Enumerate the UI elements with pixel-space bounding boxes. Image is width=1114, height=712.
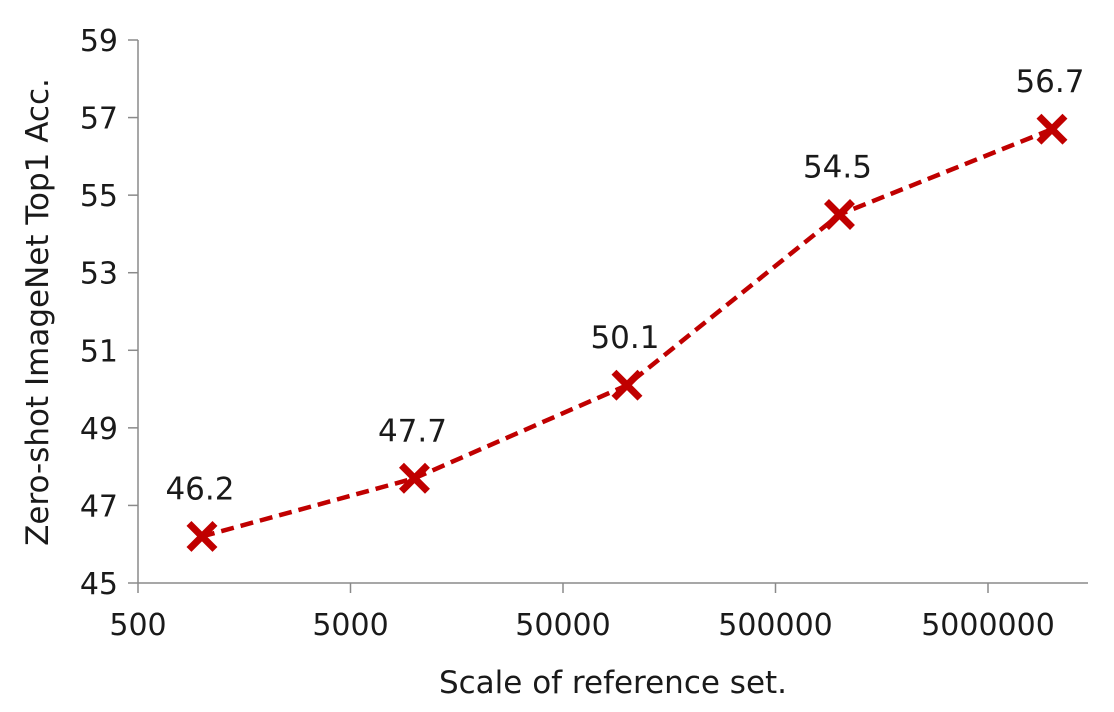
data-label: 47.7 — [378, 413, 447, 449]
y-tick-label: 45 — [80, 567, 118, 602]
data-point-marker — [1036, 113, 1068, 145]
y-tick-label: 53 — [80, 257, 118, 292]
x-axis-title: Scale of reference set. — [439, 665, 787, 701]
data-label: 56.7 — [1015, 64, 1084, 100]
y-tick-label: 59 — [80, 24, 118, 59]
x-ticks: 500 5000 50000 500000 5000000 — [109, 583, 1055, 643]
x-tick-label: 500 — [109, 608, 166, 643]
x-tick-label: 50000 — [515, 608, 610, 643]
y-tick-label: 49 — [80, 412, 118, 447]
data-label: 50.1 — [590, 320, 659, 356]
data-point-marker — [186, 520, 218, 552]
y-tick-label: 47 — [80, 489, 118, 524]
data-point-marker — [823, 199, 855, 231]
axes — [137, 40, 1088, 584]
data-label: 54.5 — [803, 150, 872, 186]
data-point-marker — [398, 462, 430, 494]
series-group: 46.2 47.7 50.1 54.5 56.7 — [165, 64, 1084, 552]
x-tick-label: 500000 — [718, 608, 833, 643]
y-tick-label: 57 — [80, 102, 118, 137]
y-tick-label: 55 — [80, 179, 118, 214]
y-ticks: 45 47 49 51 53 55 57 59 — [80, 24, 138, 602]
y-tick-label: 51 — [80, 334, 118, 369]
data-point-marker — [611, 369, 643, 401]
data-label: 46.2 — [165, 471, 234, 507]
y-axis-title: Zero-shot ImageNet Top1 Acc. — [20, 78, 56, 546]
x-tick-label: 5000000 — [921, 608, 1055, 643]
x-tick-label: 5000 — [312, 608, 388, 643]
